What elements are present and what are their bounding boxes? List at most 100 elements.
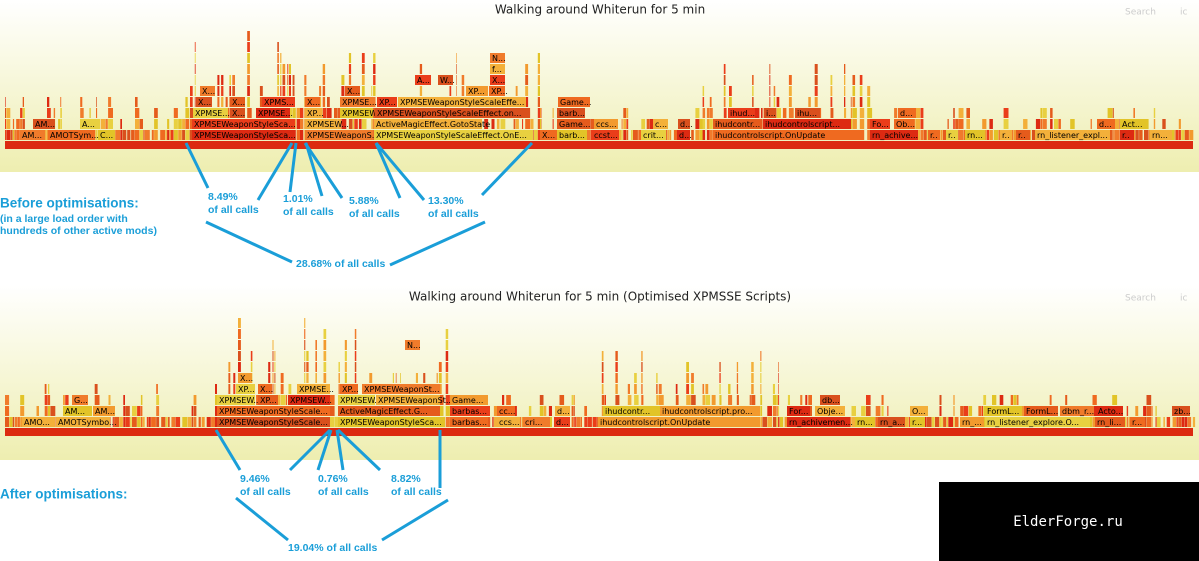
frame: [875, 406, 881, 416]
frame: [852, 75, 856, 85]
frame: [193, 417, 197, 427]
frame: [626, 108, 629, 118]
frame: [344, 362, 347, 372]
frame: [238, 318, 241, 328]
frame: [686, 362, 689, 372]
frame: [327, 108, 332, 118]
frame: [130, 417, 132, 427]
frame: [338, 108, 342, 118]
frame: [48, 395, 51, 405]
pointer: [205, 220, 293, 264]
search-button[interactable]: Search: [1125, 294, 1156, 304]
frame: [852, 119, 857, 129]
frame: [247, 108, 252, 118]
frame: [939, 417, 942, 427]
frame: [322, 97, 326, 107]
frame: [493, 417, 499, 427]
frame: [175, 417, 181, 427]
frame: [194, 75, 196, 85]
pointer: [381, 498, 449, 542]
frame: [776, 406, 778, 416]
frame: [776, 395, 778, 405]
section-detail: hundreds of other active mods): [0, 225, 157, 237]
frame: [558, 97, 590, 107]
frame-label: XPMSEW...: [342, 109, 384, 118]
ic-button[interactable]: ic: [1180, 294, 1188, 304]
frame: [194, 86, 196, 96]
ic-button[interactable]: ic: [1180, 8, 1188, 18]
pointer: [389, 220, 486, 267]
frame: [1133, 130, 1135, 140]
frame: [340, 108, 373, 118]
frame: [306, 351, 309, 361]
frame: [398, 97, 526, 107]
frame: [338, 373, 340, 383]
frame: [154, 108, 158, 118]
frame-label: G...: [74, 396, 88, 405]
frame: [112, 417, 114, 427]
frame-label: A...: [82, 120, 95, 129]
frame: [598, 417, 760, 427]
frame: [760, 417, 763, 427]
frame: [800, 395, 803, 405]
frame: [626, 119, 629, 129]
frame: [1112, 108, 1114, 118]
pointer: [480, 141, 534, 197]
frame: [16, 119, 20, 129]
frame: [194, 64, 196, 74]
frame: [669, 130, 672, 140]
frame: [315, 340, 317, 350]
frame: [522, 119, 524, 129]
frame: [705, 384, 709, 394]
frame: [238, 329, 241, 339]
frame: [646, 119, 650, 129]
frame-label: ccs...: [596, 120, 617, 129]
frame: [5, 417, 10, 427]
search-button[interactable]: Search: [1125, 8, 1156, 18]
frame: [47, 108, 51, 118]
frame-label: i...: [766, 109, 776, 118]
frame: [530, 119, 534, 129]
frame: [96, 97, 97, 107]
frame: [1016, 395, 1019, 405]
frame: [788, 86, 792, 96]
frame: [48, 384, 50, 394]
frame: [728, 108, 755, 118]
frame: [361, 86, 365, 96]
frame: [217, 75, 220, 85]
frame: [193, 395, 197, 405]
frame: [289, 64, 291, 74]
frame: [658, 384, 662, 394]
frame: [723, 97, 726, 107]
frame: [221, 75, 224, 85]
frame: [978, 406, 982, 416]
frame: [493, 406, 499, 416]
frame: [686, 373, 689, 383]
frame: [238, 340, 241, 350]
frame: [705, 395, 711, 405]
frame: [675, 384, 678, 394]
frame: [1139, 130, 1143, 140]
frame-label: X...: [260, 385, 273, 394]
frame: [751, 362, 754, 372]
frame-label: c...: [655, 120, 667, 129]
frame: [867, 119, 873, 129]
frame: [1178, 119, 1181, 129]
frame: [225, 97, 228, 107]
frame: [780, 417, 784, 427]
frame: [304, 329, 306, 339]
frame: [419, 64, 423, 74]
frame: [438, 406, 444, 416]
frame: [497, 406, 515, 416]
frame: [855, 417, 875, 427]
frame: [923, 130, 927, 140]
frame: [492, 417, 494, 427]
frame: [814, 75, 818, 85]
frame: [778, 373, 779, 383]
frame: [867, 97, 871, 107]
frame: [247, 53, 250, 63]
frame: [44, 395, 48, 405]
frame: [20, 395, 25, 405]
frame: [776, 97, 780, 107]
